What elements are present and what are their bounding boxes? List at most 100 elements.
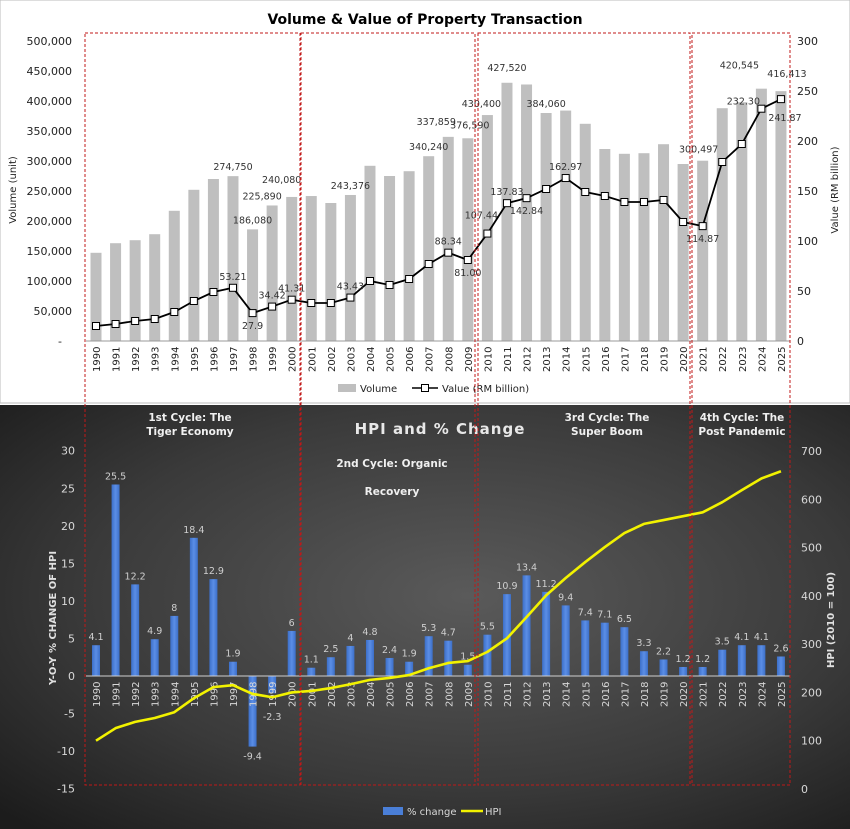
- value-data-label: 142.84: [510, 206, 543, 217]
- pct-data-label: 4.7: [441, 628, 456, 639]
- value-data-label: 34.42: [259, 291, 286, 302]
- pct-change-bar: [581, 620, 590, 676]
- volume-bar: [168, 210, 180, 341]
- volume-bar: [501, 82, 513, 341]
- x-tick-label: 2021: [699, 682, 710, 707]
- y-tick-label: 5: [68, 632, 75, 645]
- volume-bar: [305, 196, 317, 341]
- volume-bar: [442, 136, 454, 341]
- pct-change-bar: [679, 666, 688, 676]
- cycle-annotation-line2: Recovery: [365, 486, 420, 498]
- value-marker: [776, 95, 785, 104]
- legend-pct-swatch: [383, 807, 403, 815]
- value-marker: [307, 299, 316, 307]
- pct-data-label: 7.1: [597, 610, 612, 621]
- pct-change-bar: [737, 645, 746, 676]
- value-marker: [698, 222, 707, 231]
- y2-tick-label: 500: [801, 542, 822, 555]
- pct-data-label: 2.4: [382, 645, 397, 656]
- pct-change-bar: [405, 661, 414, 676]
- x-tick-label: 1992: [131, 682, 142, 707]
- y-tick-label: 10: [61, 595, 75, 608]
- value-marker: [600, 192, 609, 200]
- value-marker: [92, 322, 100, 330]
- pct-data-label: 18.4: [183, 525, 204, 536]
- cycle-box: [300, 32, 476, 786]
- x-tick-label: 2001: [307, 682, 318, 707]
- volume-data-label: 376,590: [450, 120, 489, 131]
- x-tick-label: 2005: [386, 347, 397, 372]
- pct-change-bar: [150, 639, 159, 676]
- value-marker: [522, 194, 531, 203]
- pct-change-bar: [522, 575, 531, 676]
- x-tick-label: 2007: [425, 682, 436, 707]
- x-tick-label: 2001: [307, 347, 318, 372]
- value-marker: [111, 320, 120, 328]
- volume-data-label: 430,400: [462, 99, 501, 110]
- value-marker: [502, 199, 511, 208]
- y2-tick-label: 100: [797, 235, 818, 248]
- value-marker: [131, 317, 140, 325]
- y-tick-label: 250,000: [27, 185, 73, 198]
- pct-data-label: 10.9: [496, 581, 517, 592]
- pct-change-bar: [444, 640, 453, 676]
- y-axis-title: Volume (unit): [8, 156, 19, 224]
- value-marker: [405, 275, 414, 283]
- value-data-label: 53.21: [219, 272, 246, 283]
- y2-axis-title: HPI (2010 = 100): [826, 572, 837, 668]
- value-data-label: 114.87: [686, 234, 719, 245]
- cycle-annotation-line2: Super Boom: [571, 426, 643, 438]
- y-tick-label: 50,000: [34, 305, 73, 318]
- y2-tick-label: 250: [797, 85, 818, 98]
- pct-change-bar: [463, 664, 472, 676]
- value-marker: [561, 174, 570, 183]
- value-marker: [424, 260, 433, 268]
- volume-bar: [247, 229, 259, 341]
- volume-bar: [540, 113, 552, 341]
- x-tick-label: 2008: [444, 682, 455, 707]
- x-tick-label: 2024: [757, 682, 768, 707]
- y-tick-label: -5: [64, 708, 75, 721]
- pct-change-bar: [776, 656, 785, 676]
- x-tick-label: 2009: [464, 347, 475, 372]
- value-marker: [326, 299, 335, 307]
- pct-data-label: 9.4: [558, 592, 573, 603]
- pct-change-bar: [718, 649, 727, 676]
- y-tick-label: 20: [61, 520, 75, 533]
- x-tick-label: 2013: [542, 682, 553, 707]
- pct-data-label: 5.3: [421, 623, 436, 634]
- x-tick-label: 2005: [386, 682, 397, 707]
- cycle-annotation-line2: Post Pandemic: [698, 426, 785, 438]
- x-tick-label: 2017: [620, 347, 631, 372]
- value-marker: [679, 218, 688, 226]
- x-tick-label: 2010: [483, 682, 494, 707]
- x-tick-label: 1991: [112, 347, 123, 372]
- value-marker: [365, 277, 374, 285]
- pct-change-bar: [659, 659, 668, 676]
- y-tick-label: 150,000: [27, 245, 73, 258]
- pct-change-bar: [228, 661, 237, 676]
- x-tick-label: 1994: [170, 682, 181, 707]
- volume-data-label: 274,750: [213, 162, 252, 173]
- x-tick-label: 1990: [92, 682, 103, 707]
- x-tick-label: 2006: [405, 682, 416, 707]
- value-marker: [757, 104, 766, 113]
- pct-data-label: 4.1: [88, 632, 103, 643]
- volume-bar: [560, 110, 572, 342]
- pct-data-label: 3.5: [715, 637, 730, 648]
- x-tick-label: 2013: [542, 347, 553, 372]
- y2-tick-label: 0: [797, 335, 804, 348]
- pct-change-bar: [757, 645, 766, 676]
- pct-change-bar: [326, 657, 335, 676]
- y-tick-label: 200,000: [27, 215, 73, 228]
- x-tick-label: 2019: [660, 682, 671, 707]
- value-marker: [620, 198, 629, 206]
- pct-data-label: 3.3: [636, 638, 651, 649]
- y-axis-title: Y-O-Y % CHANGE OF HPI: [48, 551, 59, 686]
- value-marker: [189, 297, 198, 305]
- y-tick-label: 25: [61, 482, 75, 495]
- y-tick-label: -15: [57, 783, 75, 796]
- pct-change-bar: [170, 615, 179, 676]
- pct-change-bar: [600, 622, 609, 676]
- x-tick-label: 1991: [112, 682, 123, 707]
